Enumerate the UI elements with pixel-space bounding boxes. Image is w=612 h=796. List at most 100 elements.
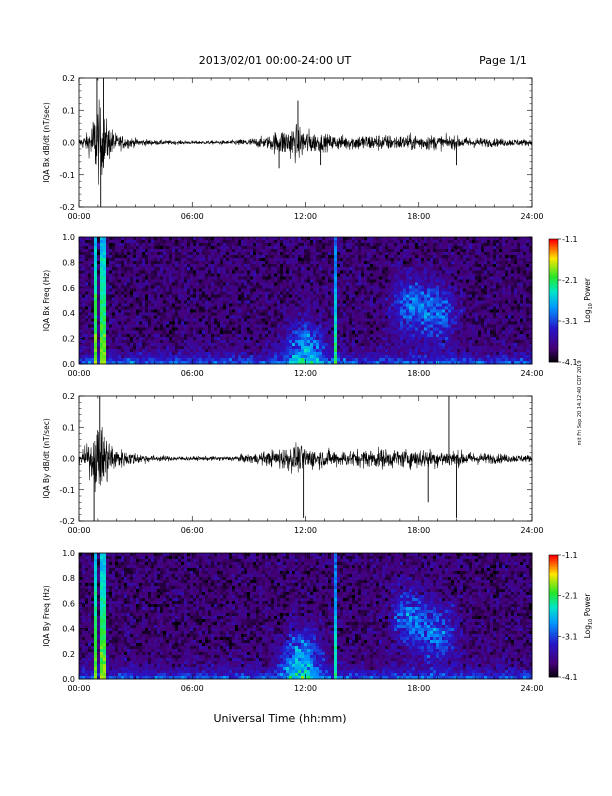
spectrogram-cell (367, 301, 370, 304)
spectrogram-cell (106, 261, 109, 264)
spectrogram-cell (130, 304, 133, 307)
spectrogram-cell (214, 264, 217, 267)
spectrogram-cell (157, 349, 160, 352)
spectrogram-cell (256, 346, 259, 349)
spectrogram-cell (241, 322, 244, 325)
spectrogram-cell (208, 346, 211, 349)
spectrogram-cell (205, 258, 208, 261)
spectrogram-cell (355, 301, 358, 304)
spectrogram-cell (406, 313, 409, 316)
spectrogram-cell (391, 270, 394, 273)
spectrogram-cell (241, 343, 244, 346)
spectrogram-cell (121, 325, 124, 328)
spectrogram-cell (403, 358, 406, 361)
spectrogram-cell (307, 273, 310, 276)
spectrogram-cell (373, 252, 376, 255)
spectrogram-cell (400, 285, 403, 288)
spectrogram-cell (265, 322, 268, 325)
spectrogram-cell (160, 358, 163, 361)
spectrogram-cell (154, 282, 157, 285)
spectrogram-cell (367, 297, 370, 300)
spectrogram-cell (313, 328, 316, 331)
spectrogram-cell (289, 273, 292, 276)
spectrogram-cell (424, 276, 427, 279)
spectrogram-cell (208, 343, 211, 346)
spectrogram-cell (205, 288, 208, 291)
spectrogram-cell (307, 240, 310, 243)
spectrogram-cell (235, 288, 238, 291)
spectrogram-cell (253, 304, 256, 307)
spectrogram-cell (196, 285, 199, 288)
spectrogram-cell (391, 237, 394, 240)
spectrogram-cell (280, 322, 283, 325)
spectrogram-cell (241, 297, 244, 300)
spectrogram-cell (169, 246, 172, 249)
spectrogram-cell (421, 264, 424, 267)
spectrogram-cell (229, 282, 232, 285)
spectrogram-cell (337, 243, 340, 246)
spectrogram-cell (298, 304, 301, 307)
spectrogram-cell (223, 261, 226, 264)
spectrogram-cell (355, 325, 358, 328)
spectrogram-cell (133, 331, 136, 334)
spectrogram-cell (322, 273, 325, 276)
spectrogram-cell (118, 267, 121, 270)
spectrogram-cell (403, 261, 406, 264)
spectrogram-cell (178, 322, 181, 325)
spectrogram-cell (205, 291, 208, 294)
spectrogram-cell (331, 261, 334, 264)
spectrogram-cell (340, 267, 343, 270)
spectrogram-cell (316, 301, 319, 304)
spectrogram-cell (310, 352, 313, 355)
spectrogram-cell (337, 325, 340, 328)
spectrogram-cell (175, 346, 178, 349)
spectrogram-cell (112, 264, 115, 267)
spectrogram-cell (211, 331, 214, 334)
spectrogram-cell (370, 291, 373, 294)
spectrogram-cell (259, 252, 262, 255)
spectrogram-cell (250, 282, 253, 285)
spectrogram-cell (136, 237, 139, 240)
spectrogram-cell (85, 243, 88, 246)
spectrogram-cell (349, 252, 352, 255)
spectrogram-cell (385, 349, 388, 352)
spectrogram-cell (355, 258, 358, 261)
spectrogram-cell (268, 355, 271, 358)
spectrogram-cell (421, 261, 424, 264)
spectrogram-cell (175, 297, 178, 300)
spectrogram-cell (277, 297, 280, 300)
spectrogram-cell (271, 261, 274, 264)
spectrogram-cell (301, 270, 304, 273)
spectrogram-cell (91, 270, 94, 273)
spectrogram-cell (127, 337, 130, 340)
spectrogram-cell (241, 252, 244, 255)
spectrogram-cell (148, 349, 151, 352)
spectrogram-cell (199, 355, 202, 358)
spectrogram-cell (358, 297, 361, 300)
spectrogram-cell (247, 249, 250, 252)
spectrogram-cell (82, 243, 85, 246)
spectrogram-cell (271, 358, 274, 361)
spectrogram-cell (319, 358, 322, 361)
spectrogram-cell (145, 267, 148, 270)
spectrogram-cell (352, 301, 355, 304)
spectrogram-cell (361, 331, 364, 334)
spectrogram-cell (337, 340, 340, 343)
spectrogram-cell (94, 343, 97, 346)
spectrogram-cell (307, 261, 310, 264)
spectrogram-cell (304, 261, 307, 264)
spectrogram-cell (256, 282, 259, 285)
spectrogram-cell (265, 246, 268, 249)
spectrogram-cell (394, 352, 397, 355)
spectrogram-cell (292, 334, 295, 337)
spectrogram-cell (118, 355, 121, 358)
spectrogram-cell (196, 340, 199, 343)
spectrogram-cell (211, 355, 214, 358)
spectrogram-cell (373, 349, 376, 352)
spectrogram-cell (274, 331, 277, 334)
spectrogram-cell (382, 255, 385, 258)
spectrogram-cell (142, 246, 145, 249)
spectrogram-cell (106, 340, 109, 343)
spectrogram-cell (310, 288, 313, 291)
spectrogram-cell (94, 279, 97, 282)
